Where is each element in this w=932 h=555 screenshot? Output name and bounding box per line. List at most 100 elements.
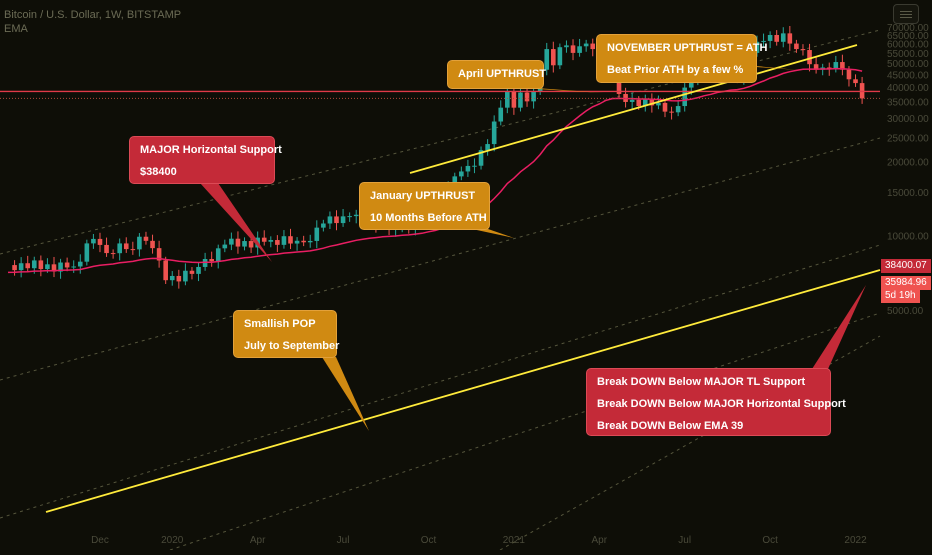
- candle-body: [84, 243, 90, 262]
- candle-body: [97, 238, 103, 245]
- y-tick-label: 55000.00: [887, 49, 929, 60]
- candle-body: [18, 263, 24, 271]
- candle-body: [45, 264, 50, 270]
- candle-body: [110, 253, 116, 255]
- support-price-tag: 38400.07: [881, 259, 931, 273]
- callout-january-line2: 10 Months Before ATH: [370, 212, 487, 224]
- candle-body: [58, 262, 63, 272]
- candle-body: [780, 33, 786, 42]
- x-tick-label: 2021: [503, 535, 526, 546]
- candle-body: [51, 264, 57, 272]
- candle-body: [77, 261, 83, 267]
- candle-body: [242, 241, 247, 247]
- callout-november-line1: NOVEMBER UPTHRUST = ATH: [607, 42, 768, 54]
- candle-body: [465, 165, 471, 172]
- candle-body: [183, 270, 188, 282]
- y-tick-label: 10000.00: [887, 232, 929, 243]
- y-tick-label: 5000.00: [887, 306, 924, 317]
- candle-body: [767, 34, 773, 41]
- candle-body: [485, 144, 490, 151]
- callout-major-support: MAJOR Horizontal Support $38400: [129, 136, 282, 184]
- candle-body: [459, 171, 464, 177]
- candle-body: [656, 102, 661, 106]
- candle-body: [688, 81, 694, 88]
- candle-body: [642, 99, 648, 107]
- candle-body: [636, 99, 642, 107]
- callout-november-upthrust: NOVEMBER UPTHRUST = ATH Beat Prior ATH b…: [596, 34, 768, 83]
- candle-body: [314, 227, 320, 241]
- candle-body: [761, 40, 766, 42]
- candle-body: [222, 244, 228, 249]
- candle-body: [91, 238, 96, 244]
- candle-body: [662, 102, 668, 112]
- pointer-break: [812, 285, 866, 369]
- candle-body: [531, 91, 536, 102]
- callout-november-line2: Beat Prior ATH by a few %: [607, 64, 744, 76]
- pointer-january: [472, 229, 514, 238]
- candle-body: [163, 260, 168, 281]
- menu-icon[interactable]: [893, 4, 919, 24]
- y-tick-label: 65000.00: [887, 31, 929, 42]
- candle-body: [117, 243, 122, 254]
- pointer-april: [520, 88, 604, 93]
- candle-body: [25, 263, 31, 269]
- candle-body: [859, 83, 865, 99]
- candle-body: [347, 216, 352, 218]
- candle-body: [577, 46, 582, 53]
- y-tick-label: 60000.00: [887, 40, 929, 51]
- y-tick-label: 70000.00: [887, 23, 929, 34]
- candle-body: [669, 111, 674, 113]
- candle-body: [334, 216, 339, 224]
- y-tick-label: 30000.00: [887, 114, 929, 125]
- x-tick-label: Oct: [762, 535, 778, 546]
- callout-break-line2: Break DOWN Below MAJOR Horizontal Suppor…: [597, 398, 846, 410]
- upper-trendline-resistance: [409, 44, 858, 174]
- callout-major-line1: MAJOR Horizontal Support: [140, 144, 282, 156]
- candle-body: [31, 260, 37, 269]
- y-tick-label: 50000.00: [887, 59, 929, 70]
- candle-body: [321, 223, 326, 228]
- candle-body: [268, 240, 274, 242]
- candle-body: [813, 64, 819, 70]
- candle-body: [557, 47, 563, 66]
- candle-body: [833, 62, 839, 69]
- candle-body: [682, 87, 688, 107]
- candle-body: [551, 49, 556, 66]
- candle-body: [38, 260, 44, 270]
- symbol-title: Bitcoin / U.S. Dollar, 1W, BITSTAMP: [4, 9, 182, 21]
- channel-line-1: [0, 137, 881, 381]
- candle-body: [544, 49, 550, 70]
- candle-body: [209, 258, 214, 262]
- candle-body: [794, 43, 799, 50]
- candle-body: [137, 236, 142, 250]
- y-tick-label: 25000.00: [887, 133, 929, 144]
- callout-january-line1: January UPTHRUST: [370, 190, 476, 202]
- candle-body: [472, 165, 477, 167]
- callout-break-down: Break DOWN Below MAJOR TL Support Break …: [586, 368, 846, 436]
- x-tick-label: Oct: [421, 535, 437, 546]
- y-tick-label: 15000.00: [887, 188, 929, 199]
- candle-body: [281, 236, 287, 245]
- callout-pop-line1: Smallish POP: [244, 318, 316, 330]
- candle-body: [229, 238, 234, 245]
- x-tick-label: Apr: [592, 535, 608, 546]
- candle-body: [564, 45, 569, 48]
- major-trendline-support: [45, 269, 881, 513]
- callout-break-line1: Break DOWN Below MAJOR TL Support: [597, 376, 806, 388]
- candle-body: [518, 92, 523, 108]
- candle-body: [478, 150, 484, 166]
- candle-body: [130, 249, 136, 251]
- candle-body: [215, 248, 221, 262]
- candle-body: [826, 67, 832, 69]
- candle-body: [176, 275, 182, 282]
- candle-body: [64, 262, 70, 268]
- candle-body: [505, 91, 510, 108]
- candle-body: [143, 236, 149, 241]
- candle-body: [675, 106, 681, 113]
- callout-smallish-pop: Smallish POP July to September: [233, 310, 339, 358]
- countdown-tag: 5d 19h: [881, 289, 920, 303]
- candle-body: [340, 216, 346, 224]
- chart-header: Bitcoin / U.S. Dollar, 1W, BITSTAMP EMA: [4, 8, 181, 36]
